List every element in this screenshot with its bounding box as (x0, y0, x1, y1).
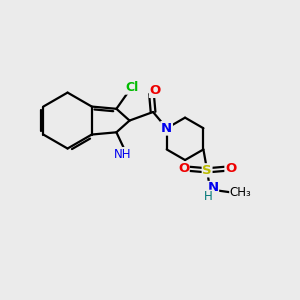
Text: N: N (161, 122, 172, 135)
Text: H: H (204, 190, 213, 203)
Text: NH: NH (114, 148, 132, 160)
Text: O: O (149, 84, 161, 98)
Text: S: S (202, 164, 212, 177)
Text: O: O (178, 162, 189, 175)
Text: N: N (161, 122, 172, 135)
Text: N: N (207, 182, 218, 194)
Text: O: O (225, 162, 236, 175)
Text: CH₃: CH₃ (230, 186, 251, 199)
Text: Cl: Cl (125, 81, 138, 94)
